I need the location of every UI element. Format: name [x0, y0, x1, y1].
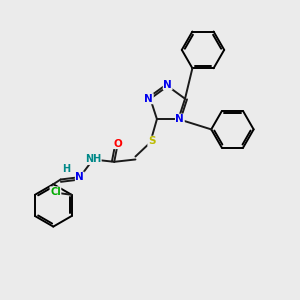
Text: N: N: [163, 80, 172, 90]
Text: NH: NH: [85, 154, 101, 164]
Text: N: N: [145, 94, 153, 104]
Text: H: H: [62, 164, 70, 174]
Text: N: N: [75, 172, 84, 182]
Text: S: S: [148, 136, 155, 146]
Text: O: O: [113, 139, 122, 148]
Text: N: N: [176, 114, 184, 124]
Text: Cl: Cl: [50, 187, 61, 197]
